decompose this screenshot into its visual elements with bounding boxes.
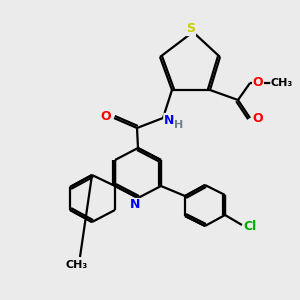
Text: H: H bbox=[174, 120, 184, 130]
Text: O: O bbox=[101, 110, 111, 122]
Text: S: S bbox=[187, 22, 196, 35]
Text: Cl: Cl bbox=[243, 220, 256, 232]
Text: O: O bbox=[253, 112, 263, 124]
Text: CH₃: CH₃ bbox=[66, 260, 88, 270]
Text: N: N bbox=[164, 113, 174, 127]
Text: N: N bbox=[130, 199, 140, 212]
Text: CH₃: CH₃ bbox=[271, 78, 293, 88]
Text: O: O bbox=[253, 76, 263, 89]
